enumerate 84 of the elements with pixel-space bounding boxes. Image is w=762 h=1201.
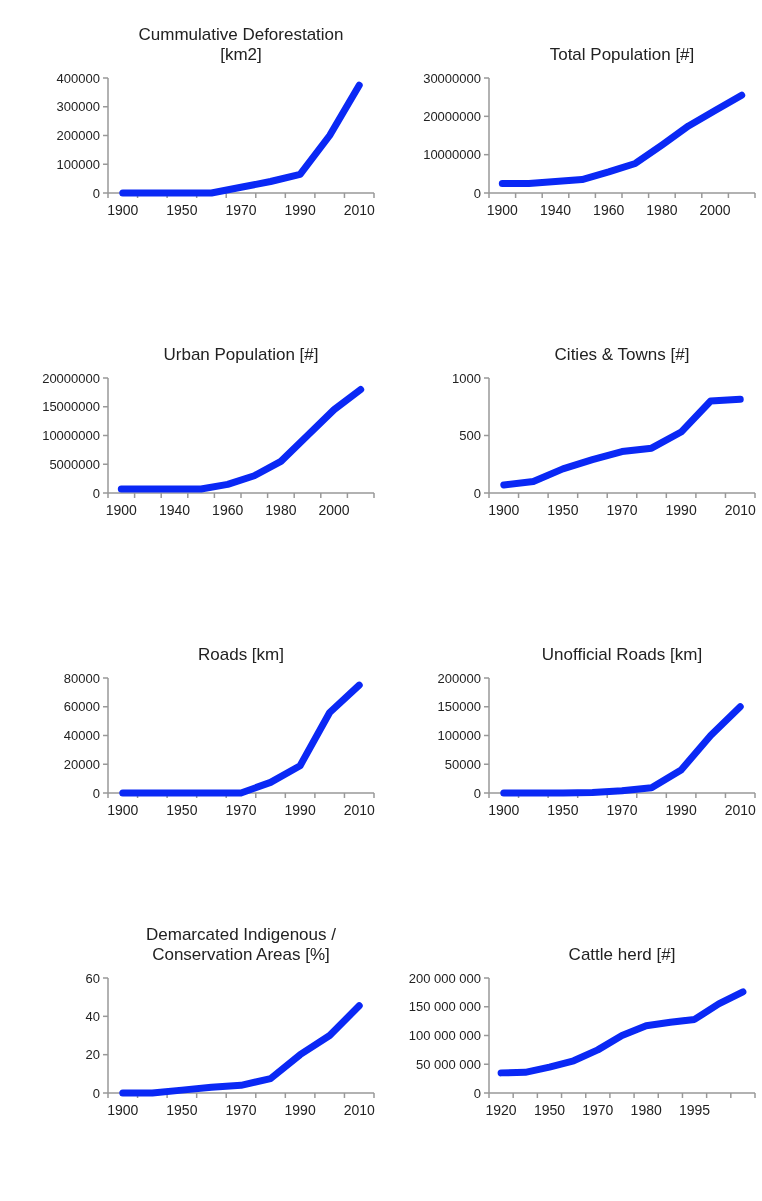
x-tick-label: 1900 bbox=[107, 802, 139, 818]
y-tick-label: 400000 bbox=[56, 70, 100, 86]
y-tick-label: 20000000 bbox=[423, 108, 481, 124]
x-tick-label: 1950 bbox=[533, 1102, 566, 1118]
x-tick-label: 1920 bbox=[485, 1102, 517, 1118]
x-tick-label: 2010 bbox=[343, 202, 375, 218]
y-tick-label: 40 bbox=[85, 1008, 100, 1024]
y-tick-label: 60 bbox=[85, 970, 100, 986]
y-tick-label: 50000 bbox=[444, 756, 481, 772]
x-tick-label: 2000 bbox=[699, 202, 731, 218]
y-tick-label: 100 000 000 bbox=[408, 1028, 481, 1044]
y-tick-label: 15000000 bbox=[42, 399, 100, 415]
x-tick-label: 1990 bbox=[284, 802, 316, 818]
x-tick-label: 1990 bbox=[284, 1102, 316, 1118]
chart-title: Urban Population [#] bbox=[163, 345, 319, 364]
chart-title: Cummulative Deforestation [km2] bbox=[138, 25, 344, 64]
y-tick-label: 200000 bbox=[437, 670, 481, 686]
chart-title: Cities & Towns [#] bbox=[554, 345, 690, 364]
y-tick-label: 500 bbox=[459, 428, 481, 444]
x-tick-label: 1980 bbox=[265, 502, 297, 518]
x-tick-label: 1950 bbox=[547, 502, 579, 518]
y-tick-label: 0 bbox=[92, 1085, 100, 1101]
x-tick-label: 1900 bbox=[486, 202, 519, 218]
y-tick-label: 200000 bbox=[56, 128, 100, 144]
x-tick-label: 1980 bbox=[630, 1102, 662, 1118]
chart-title: Unofficial Roads [km] bbox=[541, 645, 703, 664]
y-tick-label: 10000000 bbox=[423, 147, 481, 163]
x-tick-label: 1900 bbox=[107, 202, 139, 218]
x-tick-label: 2010 bbox=[724, 502, 756, 518]
x-tick-label: 1900 bbox=[107, 1102, 139, 1118]
x-tick-label: 1950 bbox=[166, 202, 198, 218]
x-tick-label: 1990 bbox=[284, 202, 316, 218]
x-tick-label: 1900 bbox=[488, 502, 520, 518]
y-tick-label: 150000 bbox=[437, 699, 481, 715]
x-tick-label: 1980 bbox=[646, 202, 678, 218]
y-tick-label: 100000 bbox=[437, 728, 481, 744]
x-tick-label: 1940 bbox=[158, 502, 191, 518]
x-tick-label: 1970 bbox=[606, 502, 638, 518]
y-tick-label: 20 bbox=[85, 1047, 100, 1063]
y-tick-label: 300000 bbox=[56, 99, 100, 115]
x-tick-label: 1950 bbox=[547, 802, 579, 818]
x-tick-label: 1995 bbox=[678, 1102, 711, 1118]
x-tick-label: 2010 bbox=[724, 802, 756, 818]
y-tick-label: 0 bbox=[473, 485, 481, 501]
x-tick-label: 2000 bbox=[318, 502, 350, 518]
y-tick-label: 0 bbox=[92, 185, 100, 201]
x-tick-label: 1970 bbox=[582, 1102, 614, 1118]
y-tick-label: 0 bbox=[92, 485, 100, 501]
y-tick-label: 30000000 bbox=[423, 70, 481, 86]
x-tick-label: 1960 bbox=[212, 502, 244, 518]
x-tick-label: 2010 bbox=[343, 1102, 375, 1118]
y-tick-label: 10000000 bbox=[42, 428, 100, 444]
y-tick-label: 0 bbox=[473, 785, 481, 801]
y-tick-label: 1000 bbox=[452, 370, 481, 386]
x-tick-label: 2010 bbox=[343, 802, 375, 818]
y-tick-label: 0 bbox=[92, 785, 100, 801]
y-tick-label: 20000 bbox=[63, 756, 100, 772]
y-tick-label: 40000 bbox=[63, 728, 100, 744]
y-tick-label: 0 bbox=[473, 1085, 481, 1101]
y-tick-label: 5000000 bbox=[49, 456, 100, 472]
chart-title: Cattle herd [#] bbox=[568, 945, 676, 964]
x-tick-label: 1990 bbox=[665, 802, 697, 818]
x-tick-label: 1990 bbox=[665, 502, 697, 518]
y-tick-label: 200 000 000 bbox=[408, 970, 481, 986]
chart-title: Demarcated Indigenous / Conservation Areas [%] bbox=[146, 925, 337, 964]
y-tick-label: 100000 bbox=[56, 156, 100, 172]
x-tick-label: 1900 bbox=[105, 502, 138, 518]
chart-title: Roads [km] bbox=[198, 645, 284, 664]
y-tick-label: 150 000 000 bbox=[408, 999, 481, 1015]
y-tick-label: 50 000 000 bbox=[415, 1056, 481, 1072]
x-tick-label: 1960 bbox=[593, 202, 625, 218]
y-tick-label: 60000 bbox=[63, 699, 100, 715]
x-tick-label: 1970 bbox=[606, 802, 638, 818]
y-tick-label: 80000 bbox=[63, 670, 100, 686]
x-tick-label: 1940 bbox=[539, 202, 572, 218]
x-tick-label: 1970 bbox=[225, 1102, 257, 1118]
x-tick-label: 1950 bbox=[166, 1102, 198, 1118]
y-tick-label: 20000000 bbox=[42, 370, 100, 386]
chart-title: Total Population [#] bbox=[549, 45, 695, 64]
x-tick-label: 1900 bbox=[488, 802, 520, 818]
x-tick-label: 1970 bbox=[225, 202, 257, 218]
x-tick-label: 1970 bbox=[225, 802, 257, 818]
y-tick-label: 0 bbox=[473, 185, 481, 201]
x-tick-label: 1950 bbox=[166, 802, 198, 818]
